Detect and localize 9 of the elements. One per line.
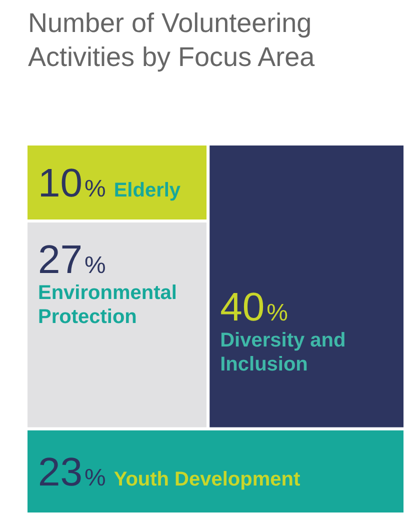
category-label: Elderly: [114, 180, 182, 202]
category-label: Environmental Protection: [38, 282, 177, 328]
category-label: Youth Development: [114, 468, 300, 490]
data-label: 23%: [38, 450, 106, 494]
category-label: Diversity and Inclusion: [220, 330, 346, 376]
data-label: 27%: [38, 238, 106, 282]
data-label: 10%: [38, 162, 106, 206]
text: Number of Volunteering Activities by Focus Area: [28, 7, 316, 74]
data-label: 40%: [220, 286, 288, 330]
